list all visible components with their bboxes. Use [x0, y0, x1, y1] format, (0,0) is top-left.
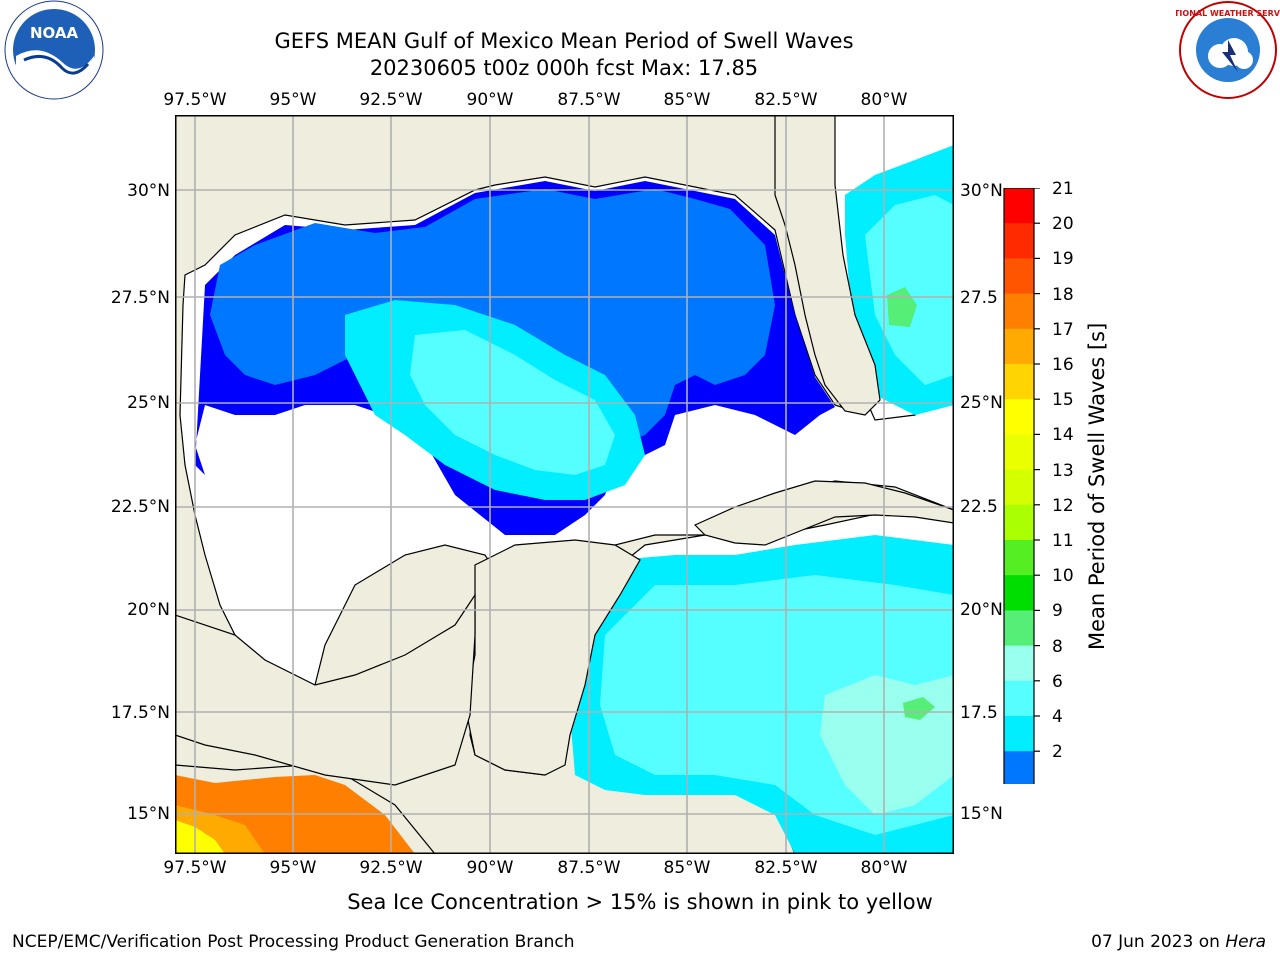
lat-label-right: 25°N [960, 393, 1003, 413]
colorbar-segment [1004, 610, 1034, 647]
colorbar-segment [1004, 399, 1034, 435]
colorbar-tick-label: 16 [1052, 355, 1074, 375]
colorbar-tick-label: 14 [1052, 425, 1074, 446]
colorbar-tick-label: 9 [1052, 601, 1063, 622]
map-svg [175, 115, 954, 854]
footer-date: 07 Jun 2023 on Hera [1091, 932, 1266, 952]
sea-ice-note: Sea Ice Concentration > 15% is shown in … [347, 890, 933, 914]
colorbar-label: Mean Period of Swell Waves [s] [1085, 322, 1109, 650]
lat-label-right: 22.5 [960, 497, 998, 517]
colorbar-segment [1004, 751, 1034, 787]
colorbar-segment [1004, 575, 1034, 611]
footer-host: Hera [1225, 932, 1266, 952]
colorbar-segment [1004, 469, 1034, 506]
colorbar-segment [1004, 680, 1034, 717]
lon-label-bottom: 90°W [466, 858, 514, 878]
chart-title: GEFS MEAN Gulf of Mexico Mean Period of … [274, 29, 854, 53]
noaa-logo-text: NOAA [30, 24, 79, 42]
colorbar-segment [1004, 328, 1034, 365]
lon-label-top: 92.5°W [359, 90, 423, 110]
colorbar-tick-label: 12 [1052, 495, 1074, 516]
noaa-logo: NOAA [2, 0, 106, 104]
lat-label-right: 20°N [960, 600, 1003, 620]
colorbar-tick-label: 15 [1052, 390, 1074, 411]
chart-subtitle: 20230605 t00z 000h fcst Max: 17.85 [369, 56, 759, 80]
lat-label-right: 15°N [960, 804, 1003, 824]
lat-label-left: 27.5°N [110, 288, 170, 308]
lat-label-left: 22.5°N [110, 497, 170, 517]
lon-label-top: 97.5°W [163, 90, 227, 110]
colorbar-segment [1004, 364, 1034, 400]
colorbar-tick-label: 18 [1052, 284, 1074, 305]
lon-label-top: 80°W [860, 90, 908, 110]
colorbar-segment [1004, 645, 1034, 682]
colorbar-segment [1004, 716, 1034, 752]
gridlines [175, 115, 954, 854]
pacific-swell-yellow [175, 820, 225, 854]
lon-label-top: 87.5°W [557, 90, 621, 110]
colorbar-segment [1004, 293, 1034, 330]
colorbar-segment [1004, 434, 1034, 471]
colorbar-segment [1004, 504, 1034, 541]
lon-label-top: 95°W [269, 90, 317, 110]
map-panel [175, 115, 954, 854]
colorbar-tick-label: 19 [1052, 249, 1074, 270]
atlantic-swell-light [865, 195, 954, 385]
colorbar [1000, 187, 1062, 850]
colorbar-tick-label: 20 [1052, 214, 1074, 235]
colorbar-tick-label: 4 [1052, 707, 1063, 727]
lat-label-left: 15°N [127, 804, 170, 824]
lat-label-right: 27.5 [960, 288, 998, 308]
nws-logo-text: NATIONAL WEATHER SERVICE [1176, 9, 1280, 18]
lat-label-right: 17.5 [960, 703, 998, 723]
footer-date-text: 07 Jun 2023 on [1091, 932, 1226, 952]
colorbar-segment [1004, 258, 1034, 295]
lon-label-top: 85°W [663, 90, 711, 110]
caribbean-swell-green [903, 697, 935, 720]
lon-label-top: 90°W [466, 90, 514, 110]
colorbar-tick-label: 11 [1052, 531, 1074, 551]
colorbar-tick-label: 2 [1052, 742, 1063, 763]
lon-label-bottom: 95°W [269, 858, 317, 878]
colorbar-segment [1004, 188, 1034, 224]
lon-label-bottom: 80°W [860, 858, 908, 878]
lon-label-bottom: 97.5°W [163, 858, 227, 878]
colorbar-svg [1003, 187, 1040, 850]
lat-label-left: 17.5°N [110, 703, 170, 723]
lon-label-top: 82.5°W [754, 90, 818, 110]
colorbar-tick-label: 13 [1052, 460, 1074, 481]
lon-label-bottom: 87.5°W [557, 858, 621, 878]
lon-label-bottom: 85°W [663, 858, 711, 878]
yucatan-land [464, 539, 641, 776]
colorbar-tick-label: 6 [1052, 671, 1063, 692]
colorbar-tick-label: 10 [1052, 566, 1074, 587]
lat-label-left: 25°N [127, 393, 170, 413]
colorbar-segment [1004, 540, 1034, 576]
lon-label-bottom: 82.5°W [754, 858, 818, 878]
map-border [175, 115, 954, 854]
lon-label-bottom: 92.5°W [359, 858, 423, 878]
colorbar-tick-label: 17 [1052, 319, 1074, 340]
colorbar-tick-label: 8 [1052, 636, 1063, 657]
cuba-land [693, 480, 954, 546]
lat-label-left: 20°N [127, 600, 170, 620]
colorbar-tick-label: 21 [1052, 179, 1074, 199]
colorbar-segment [1004, 223, 1034, 259]
lat-label-right: 30°N [960, 181, 1003, 201]
lat-label-left: 30°N [127, 181, 170, 201]
footer-credit: NCEP/EMC/Verification Post Processing Pr… [12, 932, 575, 952]
nws-logo: NATIONAL WEATHER SERVICE [1162, 0, 1280, 104]
